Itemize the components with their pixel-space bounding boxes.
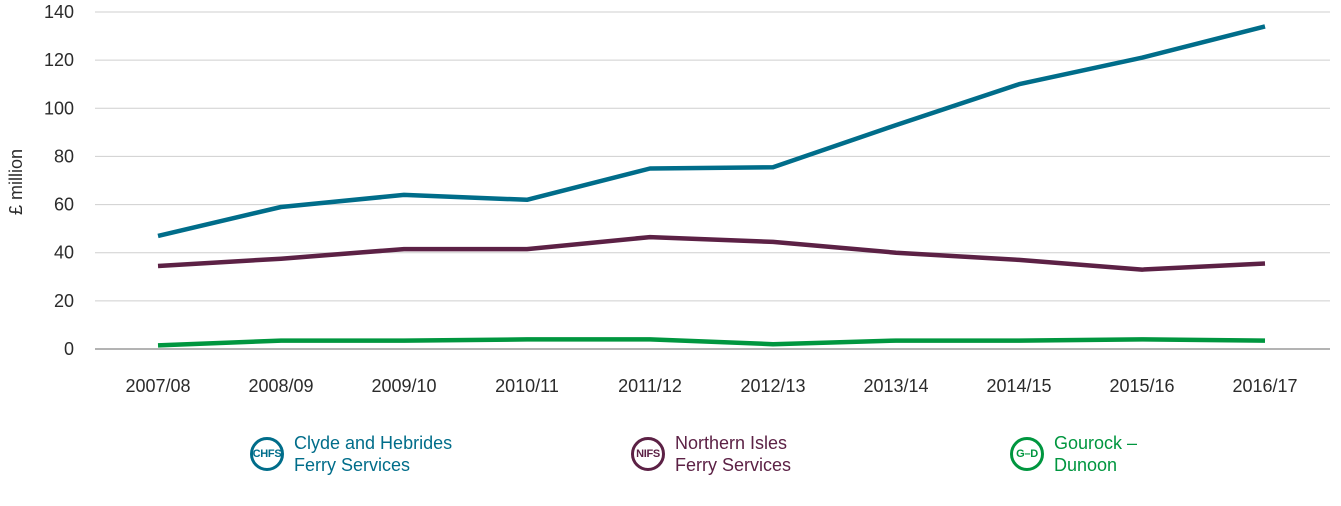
series-line-g-d xyxy=(157,337,1266,348)
nifs-badge-icon: NIFS xyxy=(631,437,665,471)
legend-label: Northern Isles Ferry Services xyxy=(675,432,791,476)
x-tick-label: 2013/14 xyxy=(863,376,928,396)
x-tick-label: 2012/13 xyxy=(740,376,805,396)
y-axis-tick-labels: 0 20 40 60 80 100 120 140 xyxy=(44,2,74,359)
legend-item-nifs: NIFS Northern Isles Ferry Services xyxy=(631,428,791,480)
gourock-dunoon-badge-icon: G–D xyxy=(1010,437,1044,471)
legend-label-line: Ferry Services xyxy=(675,455,792,475)
x-tick-label: 2010/11 xyxy=(495,376,559,396)
x-tick-label: 2009/10 xyxy=(371,376,436,396)
legend-label-line: Northern Isles xyxy=(675,433,788,453)
y-tick-label: 0 xyxy=(64,339,74,359)
x-tick-label: 2007/08 xyxy=(125,376,190,396)
grid-lines xyxy=(95,11,1330,350)
legend-label-line: Dunoon xyxy=(1054,455,1118,475)
y-tick-label: 100 xyxy=(44,98,74,118)
y-tick-label: 20 xyxy=(54,291,74,311)
legend-label-line: Gourock – xyxy=(1054,433,1138,453)
legend-label-line: Clyde and Hebrides xyxy=(294,433,453,453)
y-tick-label: 140 xyxy=(44,2,74,22)
series-lines xyxy=(157,24,1266,348)
legend-label: Gourock – Dunoon xyxy=(1054,432,1137,476)
chfs-badge-icon: CHFS xyxy=(250,437,284,471)
legend-item-chfs: CHFS Clyde and Hebrides Ferry Services xyxy=(250,428,452,480)
y-tick-label: 80 xyxy=(54,146,74,166)
x-tick-label: 2014/15 xyxy=(986,376,1051,396)
x-axis-tick-labels: 2007/08 2008/09 2009/10 2010/11 2011/12 2012/… xyxy=(125,376,1297,396)
series-line-chfs xyxy=(157,24,1266,239)
legend-label-line: Ferry Services xyxy=(294,455,411,475)
y-tick-label: 120 xyxy=(44,50,74,70)
x-tick-label: 2016/17 xyxy=(1232,376,1297,396)
x-tick-label: 2008/09 xyxy=(248,376,313,396)
legend-item-gourock-dunoon: G–D Gourock – Dunoon xyxy=(1010,428,1137,480)
x-tick-label: 2015/16 xyxy=(1109,376,1174,396)
x-tick-label: 2011/12 xyxy=(618,376,682,396)
y-tick-label: 40 xyxy=(54,243,74,263)
y-tick-label: 60 xyxy=(54,195,74,215)
legend-label: Clyde and Hebrides Ferry Services xyxy=(294,432,452,476)
y-axis-title: £ million xyxy=(6,149,26,215)
series-line-nifs xyxy=(157,234,1266,272)
